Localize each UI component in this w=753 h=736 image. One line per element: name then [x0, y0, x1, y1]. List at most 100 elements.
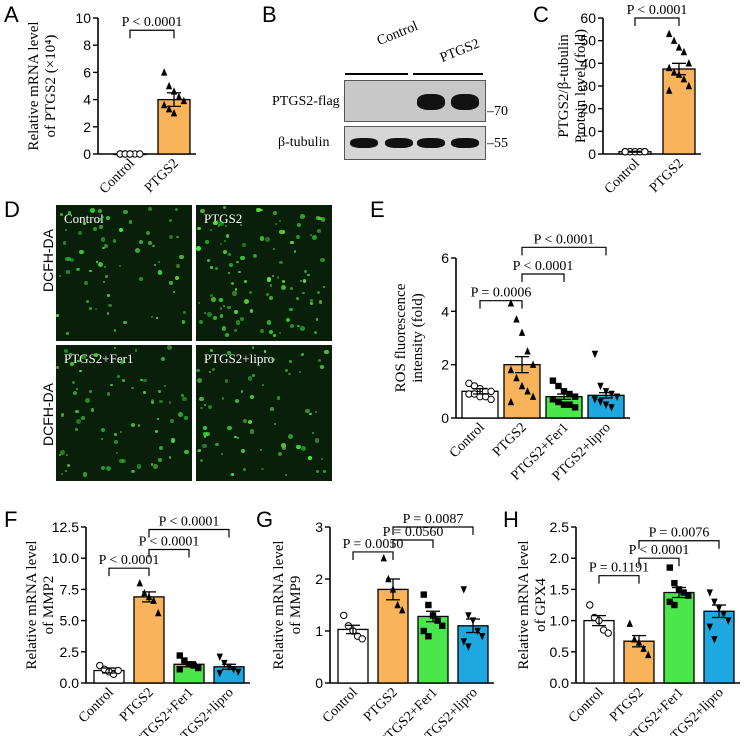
- significance-bracket: [479, 300, 523, 309]
- data-point: [602, 401, 610, 409]
- fluorescent-cell: [77, 231, 82, 235]
- fluorescent-cell: [227, 351, 231, 355]
- data-point: [160, 68, 168, 76]
- fluorescent-cell: [64, 349, 69, 354]
- data-point: [524, 387, 531, 395]
- fluorescent-cell: [234, 288, 237, 291]
- fluorescent-cell: [235, 399, 240, 404]
- fluorescent-cell: [158, 445, 163, 450]
- y-tick-label: 2: [441, 357, 449, 373]
- fluorescent-cell: [208, 370, 211, 374]
- fluorescent-cell: [260, 208, 263, 212]
- panel-letter-f: F: [4, 507, 18, 532]
- fluorescent-cell: [136, 464, 142, 469]
- blot-strip-ptgs2-flag: [344, 80, 486, 122]
- y-tick-label: 5.0: [60, 613, 80, 629]
- fluorescent-cell: [244, 280, 248, 284]
- p-value-label: P = 0.1191: [589, 561, 649, 576]
- data-point: [460, 586, 467, 594]
- fluorescent-cell: [95, 261, 98, 264]
- fluorescent-cell: [180, 393, 184, 397]
- fluorescent-cell: [314, 438, 320, 443]
- fluorescent-cell: [281, 279, 285, 283]
- panel-letter-h: H: [503, 507, 519, 532]
- fluorescent-cell: [88, 306, 93, 310]
- fluorescent-cell: [130, 423, 135, 428]
- bar: [503, 364, 541, 419]
- p-value-label: P = 0.0050: [343, 537, 404, 552]
- fluorescent-cell: [123, 320, 127, 325]
- fluorescent-cell: [198, 320, 203, 325]
- data-point: [420, 627, 427, 635]
- data-point: [641, 148, 649, 156]
- data-point: [513, 373, 520, 382]
- data-point: [487, 387, 495, 396]
- significance-bracket: [129, 29, 175, 39]
- fluorescent-cell: [94, 307, 98, 311]
- fluorescent-cell: [289, 360, 292, 363]
- chart-e: 0 2 4 6 ROS fluorescence intensity (fold) Cont…: [393, 232, 630, 484]
- marker-55-value: 55: [494, 136, 508, 151]
- fluorescent-cell: [224, 224, 227, 228]
- data-point: [507, 299, 515, 307]
- fluorescent-cell: [249, 429, 255, 434]
- data-point: [685, 592, 692, 599]
- fluorescent-cell: [156, 417, 159, 420]
- y-tick-label: 10: [75, 10, 91, 26]
- fluorescent-cell: [138, 424, 141, 427]
- fluorescent-cell: [90, 208, 96, 213]
- fluorescent-cell: [104, 243, 109, 248]
- bar: [663, 591, 695, 684]
- fluorescent-cell: [265, 293, 269, 297]
- fluorescent-cell: [276, 275, 280, 279]
- fluorescent-cell: [240, 390, 243, 393]
- fluorescent-cell: [210, 228, 213, 231]
- fluorescent-cell: [290, 240, 294, 244]
- data-point: [670, 36, 678, 44]
- fluorescent-cell: [309, 299, 313, 303]
- fluorescent-cell: [209, 294, 213, 298]
- fluorescent-cell: [139, 277, 144, 282]
- fluorescent-cell: [174, 275, 180, 281]
- fluorescent-cell: [206, 312, 212, 318]
- fluorescent-cell: [86, 300, 90, 304]
- fluorescent-cell: [58, 453, 62, 457]
- fluorescent-cell: [76, 267, 80, 272]
- significance-bracket: [638, 540, 720, 549]
- fluorescent-cell: [172, 291, 176, 294]
- fluorescent-cell: [277, 451, 283, 457]
- micro-image-ptgs2-fer1: PTGS2+Fer1: [56, 345, 192, 481]
- data-point: [399, 606, 406, 614]
- fluorescent-cell: [64, 229, 68, 232]
- fluorescent-cell: [268, 295, 273, 300]
- fluorescent-cell: [203, 404, 206, 407]
- fluorescent-cell: [97, 208, 102, 213]
- fluorescent-cell: [285, 317, 291, 323]
- data-point: [479, 633, 486, 641]
- fluorescent-cell: [221, 326, 227, 332]
- fluorescent-cell: [200, 406, 203, 410]
- fluorescent-cell: [234, 436, 237, 439]
- x-tick-label: Control: [320, 685, 361, 726]
- data-point: [420, 591, 427, 598]
- data-point: [631, 635, 638, 643]
- fluorescent-cell: [226, 305, 231, 310]
- fluorescent-cell: [299, 326, 305, 331]
- data-point: [571, 404, 579, 411]
- fluorescent-cell: [179, 254, 184, 260]
- fluorescent-cell: [143, 378, 147, 383]
- y-tick-label: 50: [580, 33, 596, 49]
- fluorescent-cell: [134, 349, 138, 352]
- fluorescent-cell: [279, 219, 282, 222]
- fluorescent-cell: [147, 206, 152, 211]
- data-point: [555, 398, 562, 406]
- fluorescent-cell: [323, 285, 326, 288]
- fluorescent-cell: [302, 292, 305, 295]
- fluorescent-cell: [321, 458, 324, 461]
- data-point: [597, 382, 604, 391]
- data-point: [665, 63, 673, 72]
- data-point: [518, 381, 526, 390]
- fluorescent-cell: [275, 222, 278, 225]
- data-point: [613, 393, 621, 401]
- fluorescent-cell: [240, 255, 245, 260]
